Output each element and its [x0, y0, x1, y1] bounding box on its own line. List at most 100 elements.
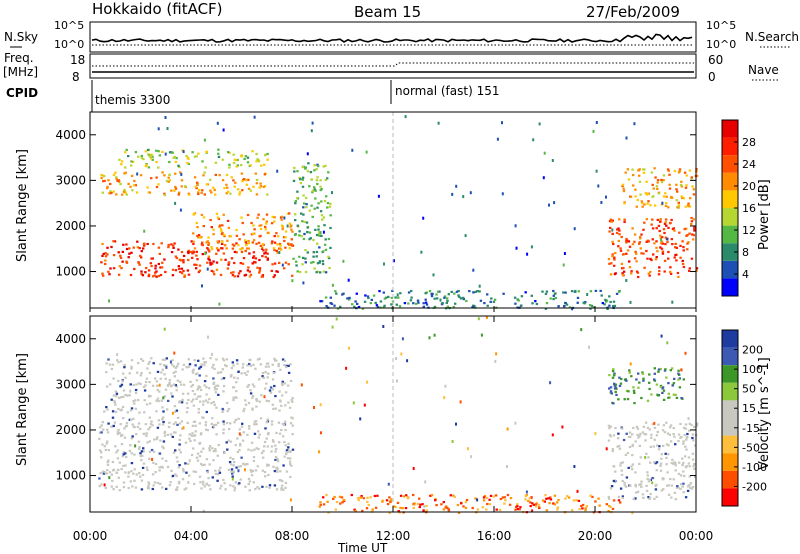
echo-cell [282, 423, 286, 427]
echo-cell [668, 173, 671, 176]
echo-cell [366, 295, 370, 298]
echo-cell [282, 488, 285, 491]
echo-cell [320, 214, 324, 217]
echo-cell [112, 377, 115, 380]
echo-cell [133, 426, 136, 429]
echo-cell [612, 368, 615, 371]
echo-cell [229, 375, 233, 378]
echo-cell [169, 481, 172, 484]
echo-cell [342, 259, 345, 263]
echo-cell [115, 471, 118, 474]
y-tick-label: 2000 [55, 219, 86, 233]
echo-cell [216, 454, 219, 457]
echo-cell [125, 243, 128, 246]
echo-cell [206, 261, 209, 264]
echo-cell [446, 305, 450, 308]
echo-cell [158, 154, 162, 157]
echo-cell [666, 241, 669, 244]
echo-cell [120, 434, 123, 437]
echo-cell [600, 294, 603, 297]
echo-cell [216, 121, 219, 125]
echo-cell [101, 191, 104, 194]
echo-cell [383, 297, 387, 300]
echo-cell [208, 250, 211, 253]
echo-cell [211, 366, 214, 369]
echo-cell [118, 158, 121, 161]
echo-cell [635, 425, 639, 428]
echo-cell [174, 160, 178, 163]
echo-cell [186, 421, 189, 424]
echo-cell [124, 464, 127, 467]
echo-cell [178, 480, 181, 483]
echo-cell [634, 252, 638, 255]
echo-cell [249, 189, 252, 192]
echo-cell [654, 176, 657, 179]
echo-cell [103, 175, 106, 178]
echo-cell [304, 270, 308, 274]
echo-cell [160, 399, 163, 402]
echo-cell [266, 257, 269, 260]
echo-cell [693, 227, 696, 230]
echo-cell [190, 385, 193, 388]
echo-cell [100, 177, 103, 180]
echo-cell [335, 317, 338, 321]
echo-cell [189, 380, 192, 383]
echo-cell [637, 275, 640, 279]
echo-cell [691, 233, 694, 236]
echo-cell [680, 180, 683, 183]
echo-cell [293, 166, 296, 169]
echo-cell [197, 359, 200, 362]
echo-cell [267, 464, 270, 467]
freq-label-line1: Freq. [4, 51, 34, 65]
echo-cell [387, 482, 390, 486]
echo-cell [251, 394, 255, 398]
colorbar-segment [722, 453, 738, 471]
echo-cell [202, 483, 205, 486]
echo-cell [547, 497, 550, 500]
echo-cell [673, 169, 677, 173]
echo-cell [572, 499, 576, 502]
echo-cell [680, 483, 683, 486]
echo-cell [630, 272, 633, 275]
echo-cell [266, 193, 269, 196]
echo-cell [194, 364, 197, 367]
echo-cell [111, 416, 115, 419]
echo-cell [140, 488, 144, 491]
echo-cell [393, 259, 395, 263]
echo-cell [594, 500, 597, 503]
echo-cell [266, 433, 270, 436]
echo-cell [134, 151, 138, 154]
echo-cell [665, 463, 668, 466]
echo-cell [660, 238, 662, 242]
echo-cell [629, 362, 632, 366]
echo-cell [672, 393, 676, 396]
echo-cell [239, 270, 242, 273]
echo-cell [172, 246, 175, 249]
echo-cell [694, 475, 697, 479]
echo-cell [109, 190, 112, 193]
echo-cell [482, 496, 486, 499]
echo-cell [678, 168, 682, 171]
echo-cell [263, 440, 267, 444]
echo-cell [139, 455, 142, 458]
echo-cell [205, 183, 209, 186]
echo-cell [660, 334, 663, 338]
echo-cell [576, 301, 579, 304]
echo-cell [611, 255, 614, 258]
echo-cell [191, 370, 195, 373]
echo-cell [435, 504, 438, 507]
echo-cell [203, 193, 206, 196]
echo-cell [264, 371, 267, 374]
echo-cell [178, 422, 182, 425]
echo-cell [524, 495, 527, 498]
echo-cell [361, 307, 365, 310]
echo-cell [650, 259, 653, 262]
echo-cell [477, 317, 480, 321]
echo-cell [258, 267, 262, 270]
echo-cell [178, 191, 181, 194]
echo-cell [640, 480, 643, 483]
echo-cell [245, 183, 249, 186]
echo-cell [198, 269, 202, 272]
echo-cell [482, 499, 486, 502]
echo-cell [595, 121, 598, 124]
